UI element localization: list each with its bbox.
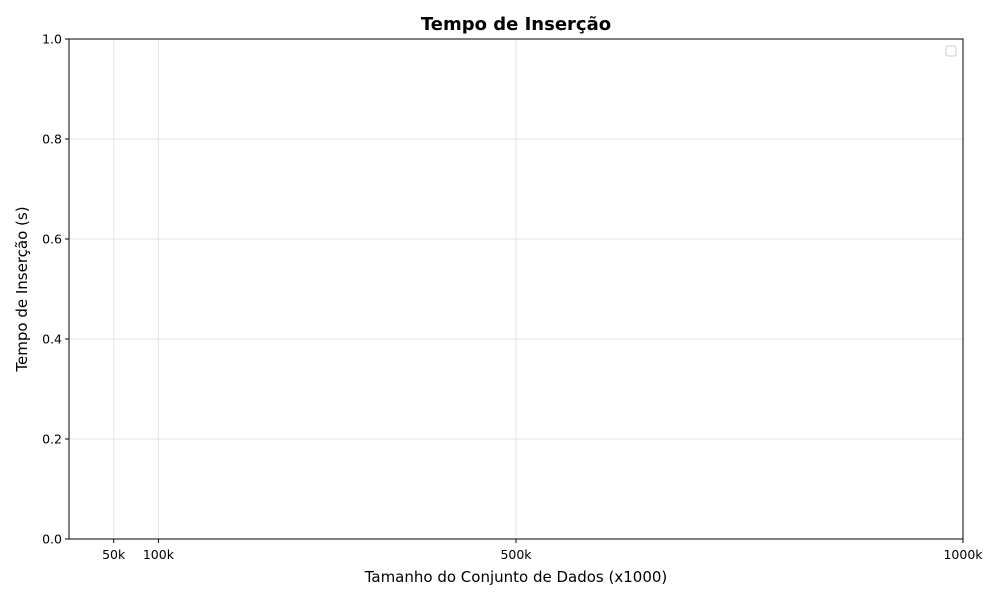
y-tick-label: 1.0 bbox=[42, 32, 62, 47]
x-tick-label: 100k bbox=[143, 547, 175, 562]
legend-box bbox=[945, 45, 957, 57]
x-axis-label: Tamanho do Conjunto de Dados (x1000) bbox=[364, 568, 668, 586]
x-tick-label: 500k bbox=[500, 547, 532, 562]
chart-title: Tempo de Inserção bbox=[421, 14, 611, 35]
y-axis-label: Tempo de Inserção (s) bbox=[13, 206, 31, 372]
y-tick-label: 0.2 bbox=[42, 432, 62, 447]
y-tick-label: 0.6 bbox=[42, 232, 62, 247]
x-tick-label: 50k bbox=[102, 547, 126, 562]
y-tick-label: 0.0 bbox=[42, 532, 62, 547]
y-tick-label: 0.4 bbox=[42, 332, 62, 347]
y-tick-label: 0.8 bbox=[42, 132, 62, 147]
x-axis-ticks: 50k 100k 500k 1000k bbox=[102, 539, 983, 562]
y-axis-ticks: 0.0 0.2 0.4 0.6 0.8 1.0 bbox=[42, 32, 69, 547]
x-tick-label: 1000k bbox=[943, 547, 983, 562]
